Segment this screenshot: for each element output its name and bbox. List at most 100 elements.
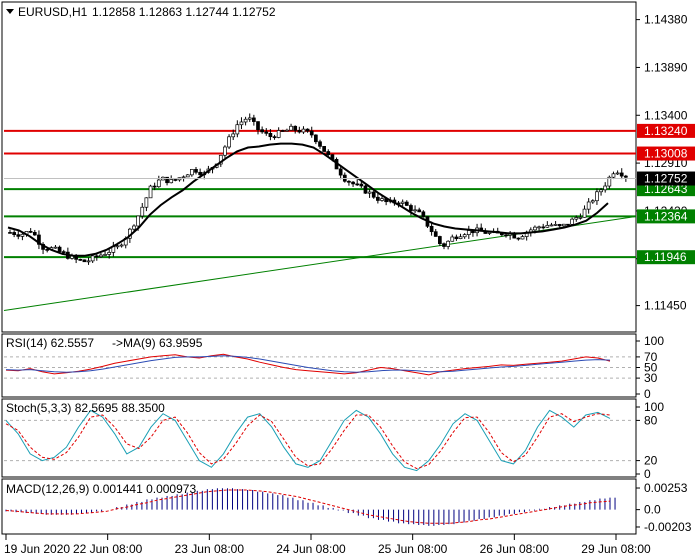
current-price-tag (637, 171, 695, 186)
candle-body (152, 185, 157, 188)
indicator-tick-label: 100 (644, 334, 664, 348)
candle-body (351, 181, 355, 185)
candle-body (243, 118, 248, 123)
candle-body (318, 141, 322, 147)
candle-body (272, 136, 277, 139)
candle-body (86, 260, 91, 263)
candle-body (347, 180, 351, 183)
candle-body (20, 233, 25, 237)
candle-body (541, 226, 546, 229)
indicator-tick-label: 0 (644, 467, 651, 481)
candle-body (223, 146, 227, 156)
candle-body (504, 234, 508, 237)
candle-body (578, 216, 583, 219)
candle-body (276, 130, 281, 138)
level-tag (637, 182, 695, 197)
candle-body (442, 243, 446, 247)
candle-body (285, 129, 289, 132)
candle-body (603, 185, 608, 191)
candle-body (537, 226, 541, 229)
candle-body (359, 183, 364, 187)
candle-body (8, 232, 12, 234)
rsi-title: RSI(14) 62.5557 (6, 336, 94, 350)
candle-body (32, 231, 37, 236)
macd-tick-label: -0.00203 (644, 520, 692, 534)
candle-body (264, 131, 269, 134)
current-price-label: 1.12752 (644, 172, 688, 186)
candle-body (289, 125, 293, 131)
candle-body (400, 201, 405, 204)
candle-body (450, 236, 455, 242)
candle-body (252, 117, 256, 122)
candle-body (458, 236, 463, 240)
candle-body (417, 209, 422, 213)
indicator-tick-label: 100 (644, 400, 664, 414)
candle-body (566, 223, 570, 226)
candle-body (256, 121, 260, 131)
candle-body (132, 225, 136, 230)
indicator-series-line (5, 413, 611, 470)
level-tag (637, 146, 695, 161)
candle-body (557, 224, 562, 227)
candle-body (107, 252, 112, 255)
candle-body (433, 231, 438, 237)
candle-body (45, 249, 50, 251)
candle-body (239, 121, 244, 126)
indicator-tick-label: 30 (644, 371, 658, 385)
price-plot: 1.143801.138901.134001.129101.124201.119… (3, 13, 695, 313)
indicator-series-line (5, 353, 611, 376)
macd-pane-frame (1, 478, 637, 535)
indicator-series-line (5, 355, 611, 373)
candle-body (326, 151, 331, 156)
candle-body (140, 206, 145, 217)
collapse-triangle-icon[interactable] (6, 9, 14, 14)
level-tag (637, 209, 695, 224)
macd-tick-label: 0.0 (644, 503, 661, 517)
candle-body (227, 136, 231, 148)
indicator-tick-label: 80 (644, 413, 658, 427)
level-tag-label: 1.12364 (644, 209, 688, 223)
candle-body (99, 254, 103, 258)
candle-body (218, 154, 223, 165)
candle-body (301, 128, 306, 133)
macd-plot: 0.00253 0.0 -0.00203 (5, 481, 692, 534)
level-tag-label: 1.13008 (644, 147, 688, 161)
candle-body (574, 217, 579, 220)
candle-body (260, 129, 264, 133)
candle-body (371, 191, 376, 198)
candle-body (570, 218, 574, 225)
candle-body (169, 179, 174, 184)
ohlc-values: 1.12858 1.12863 1.12744 1.12752 (92, 5, 276, 19)
candle-body (590, 200, 595, 203)
x-tick-label: 26 Jun 08:00 (480, 542, 550, 556)
x-tick-label: 23 Jun 08:00 (175, 542, 245, 556)
candle-body (438, 236, 442, 245)
candle-body (595, 191, 599, 202)
candle-body (119, 244, 124, 247)
macd-signal-line (5, 489, 611, 524)
level-tag-label: 1.11946 (644, 250, 687, 264)
candle-body (305, 128, 310, 132)
candle-body (57, 246, 62, 252)
candle-body (367, 191, 372, 194)
candle-body (103, 254, 107, 256)
candle-body (615, 172, 620, 175)
candle-body (37, 234, 41, 245)
rsi-ma-label: ->MA(9) 63.9595 (112, 336, 203, 350)
indicator-tick-label: 70 (644, 350, 658, 364)
level-tag (637, 123, 695, 138)
price-tick-label: 1.13400 (644, 108, 688, 122)
candle-body (293, 125, 298, 131)
candle-body (466, 230, 471, 235)
candle-body (136, 215, 140, 227)
candle-body (173, 179, 178, 181)
candle-body (599, 189, 603, 193)
candle-body (309, 130, 314, 136)
candle-body (297, 130, 302, 133)
candle-body (198, 171, 202, 176)
candle-body (624, 175, 628, 178)
candle-body (280, 130, 285, 132)
candle-body (611, 173, 616, 178)
